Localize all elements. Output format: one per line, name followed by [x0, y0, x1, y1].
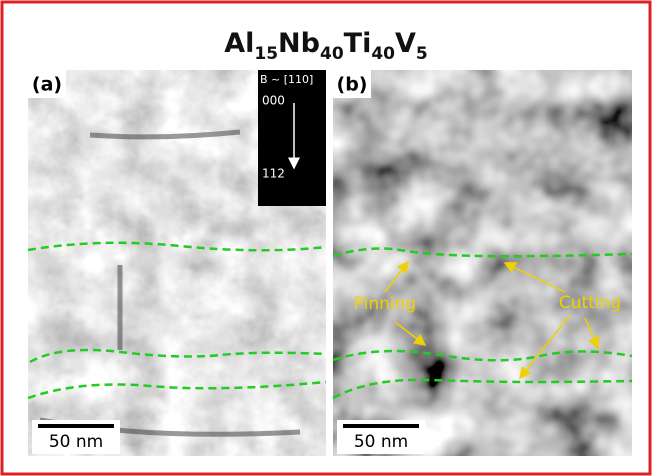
- panel-label: (a): [32, 74, 62, 96]
- micrograph: [333, 70, 632, 456]
- spot-label: 112: [262, 167, 285, 181]
- annotation: Pinning: [354, 294, 416, 314]
- subscript: 15: [254, 44, 278, 64]
- element: Al: [224, 28, 254, 59]
- subscript: 40: [320, 44, 344, 64]
- page: Al15Nb40Ti40V5 B ~ [110] 000 112 (a) 50 …: [0, 0, 652, 476]
- figure: Al15Nb40Ti40V5 B ~ [110] 000 112 (a) 50 …: [0, 0, 652, 476]
- panel-label: (b): [337, 74, 368, 96]
- subscript: 5: [416, 44, 428, 64]
- zone-axis: B ~ [110]: [260, 73, 313, 86]
- scale-bar-label: 50 nm: [49, 432, 103, 452]
- panel-a: B ~ [110] 000 112 (a) 50 nm: [28, 70, 326, 456]
- element: V: [395, 28, 416, 59]
- scale-bar-label: 50 nm: [354, 432, 408, 452]
- element: Nb: [278, 28, 320, 59]
- panel-b: Pinning Cutting (b) 50 nm: [333, 70, 632, 456]
- annotation: Cutting: [559, 293, 621, 313]
- element: Ti: [344, 28, 372, 59]
- spot-label: 000: [262, 94, 285, 108]
- diffraction-inset: [258, 70, 326, 206]
- subscript: 40: [371, 44, 395, 64]
